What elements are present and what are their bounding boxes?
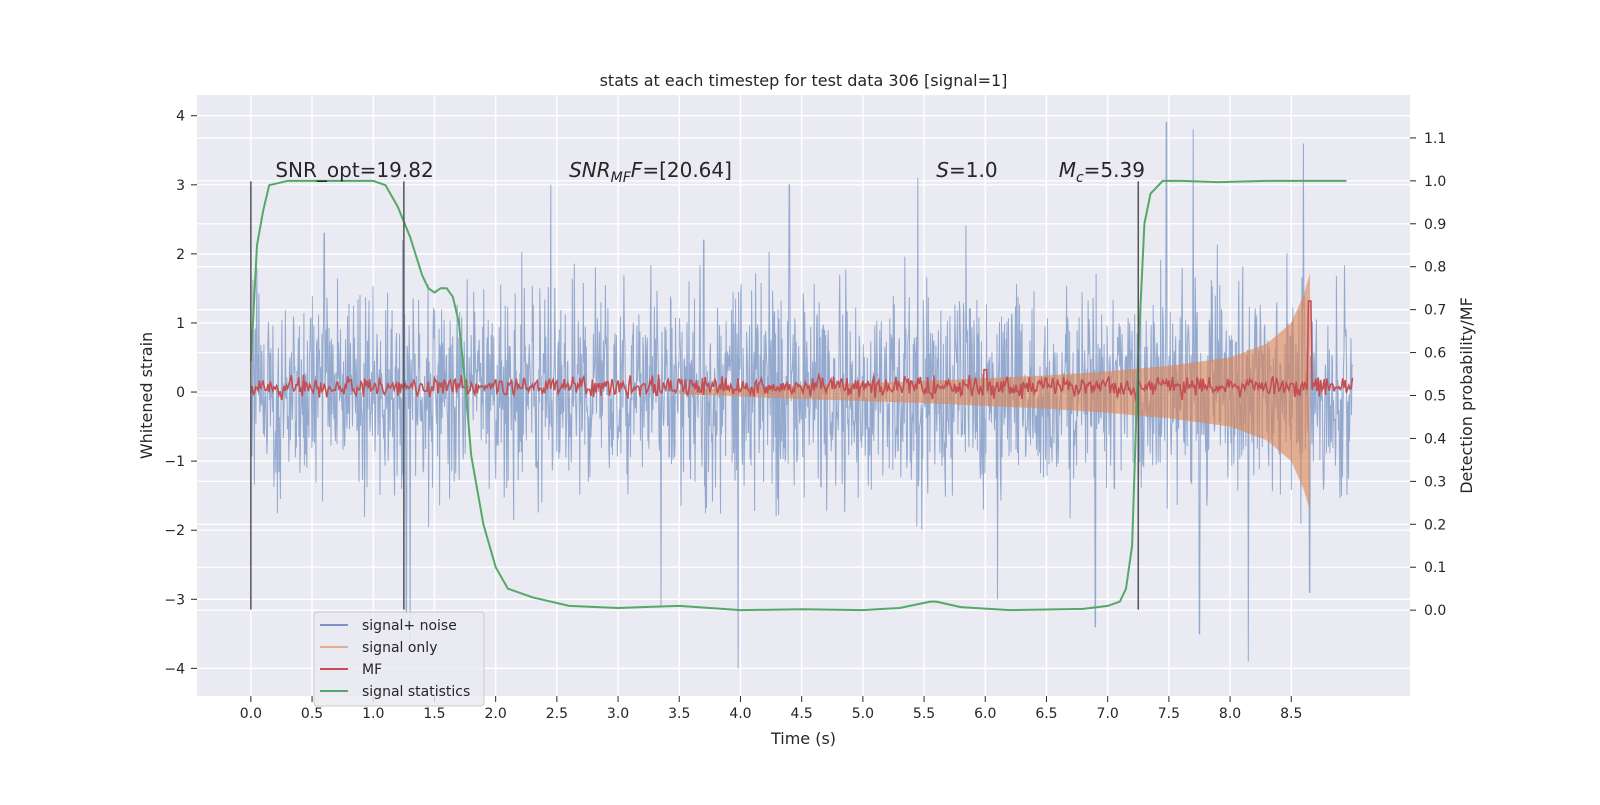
x-tick-label: 6.5 xyxy=(1035,706,1057,722)
annotation-snr-opt: SNR_opt=19.82 xyxy=(275,158,433,182)
x-tick-label: 1.5 xyxy=(423,706,445,722)
x-tick-label: 5.5 xyxy=(913,706,935,722)
x-tick-label: 1.0 xyxy=(362,706,384,722)
y-right-tick-label: 0.4 xyxy=(1424,431,1446,447)
y-right-tick-label: 0.9 xyxy=(1424,217,1446,233)
y-tick-label: −2 xyxy=(164,523,185,539)
legend-label: MF xyxy=(362,662,382,678)
annotation-s: S=1.0 xyxy=(936,158,997,182)
x-tick-label: 2.5 xyxy=(546,706,568,722)
x-tick-label: 0.0 xyxy=(240,706,262,722)
x-axis-label: Time (s) xyxy=(770,729,836,748)
legend: signal+ noise signal only MF signal statist… xyxy=(313,611,485,707)
x-tick-label: 4.5 xyxy=(791,706,813,722)
annotation-snr-mf-f: F xyxy=(631,158,643,182)
x-tick-label: 3.5 xyxy=(668,706,690,722)
vertical-markers xyxy=(250,181,1140,610)
x-tick-label: 7.0 xyxy=(1097,706,1119,722)
y-right-tick-label: 0.3 xyxy=(1424,474,1446,490)
y-tick-label: −4 xyxy=(164,661,185,677)
y-tick-label: −3 xyxy=(164,592,185,608)
legend-entries: signal+ noise signal only MF signal statist… xyxy=(320,618,470,700)
legend-label: signal+ noise xyxy=(362,618,457,634)
annotation-snr-mf-main: SNR xyxy=(569,158,611,182)
y-tick-label: 1 xyxy=(176,316,185,332)
y-tick-label: 3 xyxy=(176,178,185,194)
annotation-mc-sub: c xyxy=(1076,170,1084,186)
y-tick-label: 2 xyxy=(176,247,185,263)
y-right-axis-ticks: 1.1 1.0 0.9 0.8 0.7 0.6 0.5 0.4 0.3 0.2 0.1 0.0 xyxy=(1410,131,1446,619)
annotation-snr-mf-value: =[20.64] xyxy=(642,158,732,182)
legend-label: signal only xyxy=(362,640,437,656)
annotation-snr-mf-sub: MF xyxy=(611,170,632,186)
y-right-tick-label: 0.8 xyxy=(1424,260,1446,276)
y-axis-label: Whitened strain xyxy=(137,332,156,459)
annotation-mc-main: M xyxy=(1059,158,1076,182)
y-right-tick-label: 0.5 xyxy=(1424,389,1446,405)
annotation-s-main: S xyxy=(936,158,949,182)
x-tick-label: 6.0 xyxy=(974,706,996,722)
y-right-tick-label: 0.2 xyxy=(1424,517,1446,533)
series-mf xyxy=(250,300,1354,402)
chart-title: stats at each timestep for test data 306… xyxy=(600,71,1008,90)
x-axis-ticks: 0.0 0.5 1.0 1.5 2.0 2.5 3.0 3.5 4.0 4.5 5.0 5.5 6.0 6… xyxy=(240,696,1302,722)
y-tick-label: 4 xyxy=(176,109,185,125)
x-tick-label: 7.5 xyxy=(1158,706,1180,722)
y-right-tick-label: 0.1 xyxy=(1424,560,1446,576)
series-signal-only xyxy=(678,274,1311,509)
annotation-snr-mf: SNRMFF=[20.64] xyxy=(569,158,732,186)
y-axis-ticks: 4 3 2 1 0 −1 −2 −3 −4 xyxy=(164,109,197,677)
y-right-tick-label: 0.0 xyxy=(1424,603,1446,619)
y-tick-label: −1 xyxy=(164,454,185,470)
annotation-mc: Mc=5.39 xyxy=(1059,158,1145,186)
x-tick-label: 4.0 xyxy=(729,706,751,722)
y-right-axis-label: Detection probability/MF xyxy=(1457,297,1476,494)
y-right-tick-label: 0.6 xyxy=(1424,346,1446,362)
y-tick-label: 0 xyxy=(176,385,185,401)
annotation-mc-value: =5.39 xyxy=(1084,158,1145,182)
y-right-tick-label: 0.7 xyxy=(1424,303,1446,319)
y-right-tick-label: 1.0 xyxy=(1424,174,1446,190)
annotation-s-value: =1.0 xyxy=(949,158,998,182)
legend-box xyxy=(313,611,485,707)
x-tick-label: 8.0 xyxy=(1219,706,1241,722)
y-right-tick-label: 1.1 xyxy=(1424,131,1446,147)
x-tick-label: 8.5 xyxy=(1280,706,1302,722)
legend-label: signal statistics xyxy=(362,684,470,700)
x-tick-label: 5.0 xyxy=(852,706,874,722)
x-tick-label: 3.0 xyxy=(607,706,629,722)
x-tick-label: 2.0 xyxy=(485,706,507,722)
x-tick-label: 0.5 xyxy=(301,706,323,722)
